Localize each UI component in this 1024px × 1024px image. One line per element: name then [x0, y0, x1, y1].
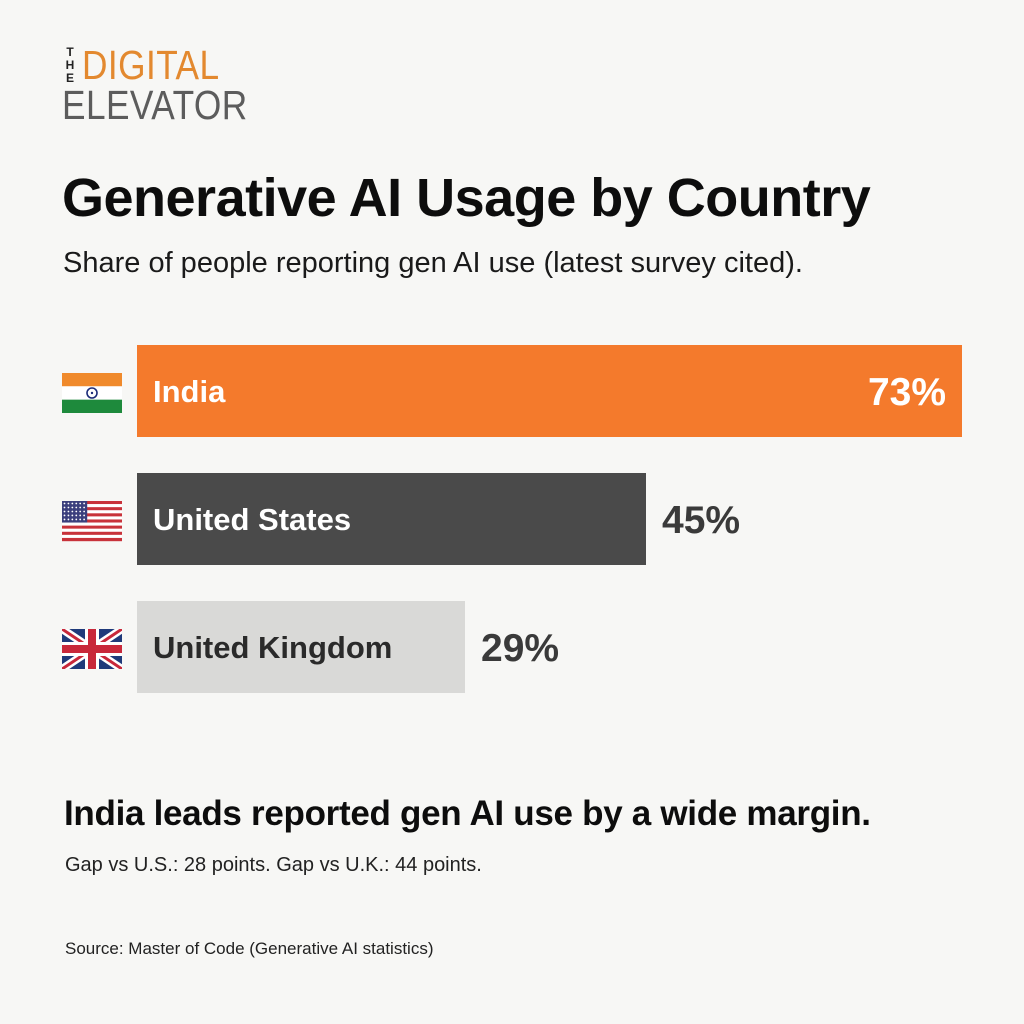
brand-logo: T H E DIGITAL ELEVATOR: [62, 42, 247, 128]
chart-title: Generative AI Usage by Country: [62, 168, 871, 228]
uk-flag-icon: [62, 629, 122, 669]
bar-united-kingdom: [137, 601, 465, 693]
value-label-united-states: 45%: [662, 499, 740, 542]
value-label-india: 73%: [868, 371, 946, 414]
value-label-united-kingdom: 29%: [481, 627, 559, 670]
category-label-united-kingdom: United Kingdom: [153, 630, 392, 665]
usa-flag-icon: [62, 501, 122, 542]
logo-the-letter: E: [65, 71, 74, 85]
chart-subtitle: Share of people reporting gen AI use (la…: [63, 247, 803, 279]
takeaway-headline: India leads reported gen AI use by a wid…: [64, 794, 871, 833]
india-flag-icon: [62, 373, 122, 413]
takeaway-detail: Gap vs U.S.: 28 points. Gap vs U.K.: 44 …: [65, 854, 482, 876]
source-note: Source: Master of Code (Generative AI st…: [65, 939, 434, 958]
category-label-india: India: [153, 374, 226, 409]
logo-the-stack: T H E: [62, 46, 78, 84]
bar-india: [137, 345, 962, 437]
bar-united-states: [137, 473, 646, 565]
logo-the-letter: T: [66, 45, 74, 59]
logo-digital-text: DIGITAL: [82, 42, 220, 88]
category-label-united-states: United States: [153, 502, 351, 537]
logo-elevator-text: ELEVATOR: [62, 82, 248, 128]
logo-the-letter: H: [65, 58, 75, 72]
